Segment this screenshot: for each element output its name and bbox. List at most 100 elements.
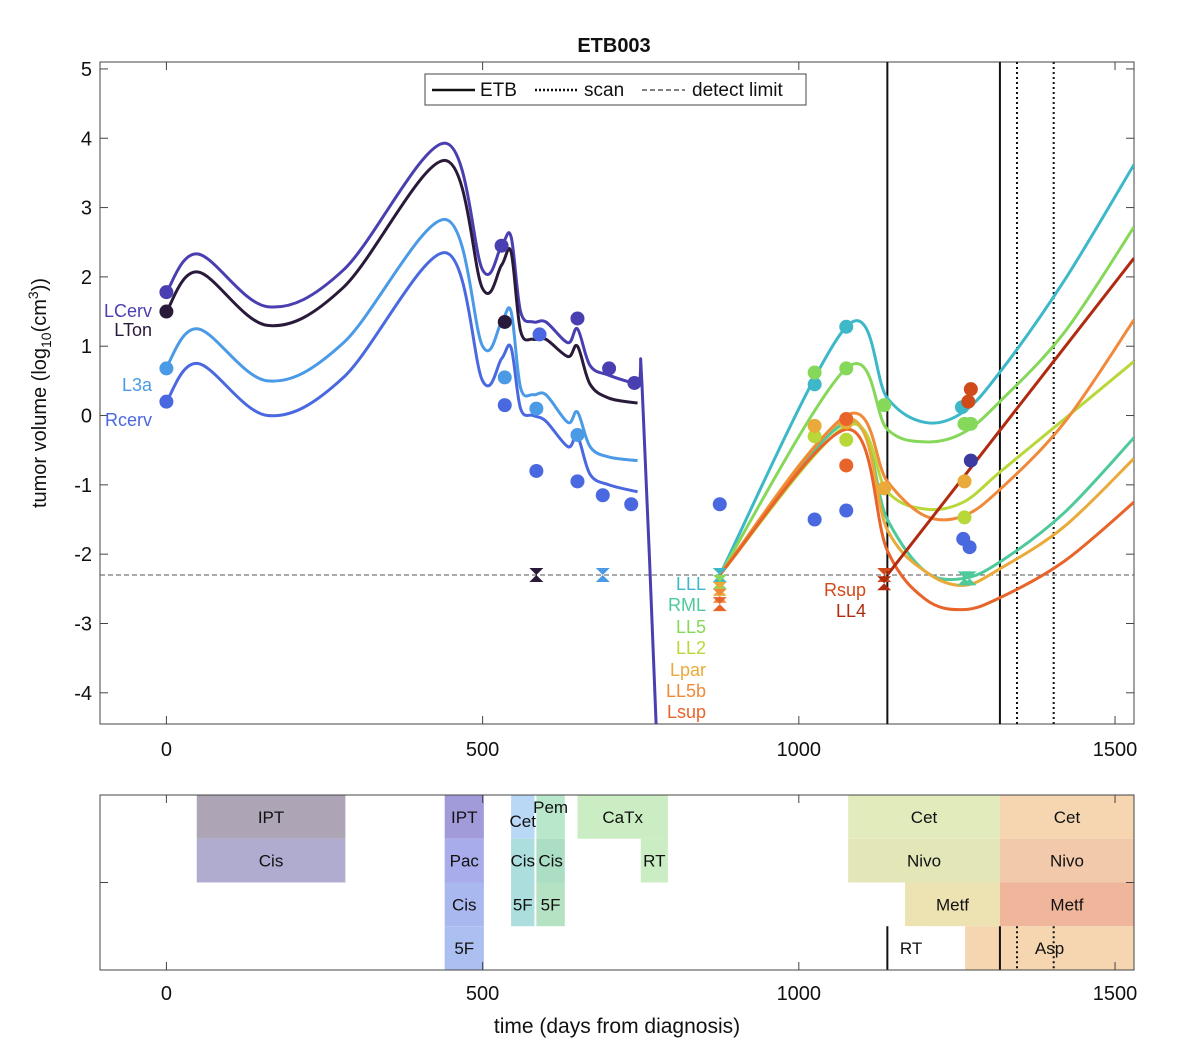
- treatment-label: Cis: [538, 852, 563, 871]
- x-tick-label: 0: [161, 739, 172, 761]
- data-point: [839, 319, 854, 334]
- data-point: [807, 377, 822, 392]
- treatment-label: Pac: [450, 852, 480, 871]
- censored-marker: [595, 567, 610, 582]
- treatment-label: Cet: [911, 808, 938, 827]
- series-label: RML: [668, 595, 706, 615]
- y-tick-label: 4: [81, 128, 92, 150]
- censored-marker: [712, 597, 727, 612]
- y-tick-label: -1: [74, 475, 92, 497]
- treatment-label: Metf: [1050, 895, 1083, 914]
- data-point: [839, 458, 854, 473]
- censored-marker: [529, 567, 544, 582]
- treatment-label: 5F: [454, 939, 474, 958]
- treatment-label: Cis: [259, 852, 284, 871]
- series-label: Lsup: [667, 702, 706, 722]
- series-label: LLL: [676, 574, 706, 594]
- y-tick-label: 1: [81, 336, 92, 358]
- data-point: [839, 361, 854, 376]
- treatment-bar: [999, 882, 1134, 927]
- x-tick-label: 1500: [1093, 739, 1138, 761]
- data-point: [961, 394, 976, 409]
- legend-etb-label: ETB: [480, 80, 517, 101]
- treatment-bar: [536, 795, 565, 839]
- series-label: LL2: [676, 638, 706, 658]
- chart-title: ETB003: [577, 35, 650, 57]
- data-point: [624, 497, 639, 512]
- data-point: [963, 453, 978, 468]
- data-point: [602, 361, 617, 376]
- treatment-label: Cet: [510, 812, 537, 831]
- data-point: [529, 401, 544, 416]
- treatment-label: CaTx: [602, 808, 643, 827]
- data-point: [497, 398, 512, 413]
- treatment-label: RT: [900, 939, 922, 958]
- series-line: [165, 158, 638, 405]
- treatment-label: Cis: [510, 852, 535, 871]
- series-label: Lpar: [670, 660, 706, 680]
- series-label: LL4: [836, 601, 866, 621]
- treatment-bar: [511, 795, 535, 839]
- treatment-label: Cet: [1054, 808, 1081, 827]
- data-point: [963, 416, 978, 431]
- legend: ETB scan detect limit: [424, 73, 807, 106]
- series-line: [718, 226, 1134, 576]
- data-point: [159, 394, 174, 409]
- gantt-plot: IPT Cis IPT Pac Cis 5F Cet Cis 5F Pem Cis 5F CaTx RT C…: [99, 794, 1138, 1005]
- data-point: [877, 481, 892, 496]
- legend-scan-label: scan: [584, 80, 624, 101]
- data-point: [839, 411, 854, 426]
- treatment-bar: [887, 926, 935, 970]
- gantt-x-tick-label: 500: [466, 983, 499, 1005]
- legend-detect-label: detect limit: [692, 80, 784, 101]
- data-point: [957, 474, 972, 489]
- y-tick-label: -3: [74, 613, 92, 635]
- gantt-x-tick-label: 0: [161, 983, 172, 1005]
- gantt-x-tick-label: 1500: [1093, 983, 1138, 1005]
- gantt-border: [99, 794, 1135, 971]
- treatment-bar: [999, 838, 1134, 883]
- series-label: LTon: [114, 320, 152, 340]
- data-point: [627, 375, 642, 390]
- treatment-label: Pem: [533, 798, 568, 817]
- data-point: [570, 427, 585, 442]
- y-tick-label: 5: [81, 59, 92, 81]
- treatment-bar: [848, 795, 1000, 839]
- gantt-x-tick-label: 1000: [777, 983, 822, 1005]
- series-label: Rcerv: [105, 410, 152, 430]
- data-point: [159, 285, 174, 300]
- treatment-label: Metf: [936, 895, 969, 914]
- treatment-bar: [640, 838, 668, 883]
- data-point: [807, 418, 822, 433]
- data-point: [159, 304, 174, 319]
- treatment-bar: [905, 882, 1000, 927]
- series-line: [165, 217, 638, 463]
- x-tick-label: 500: [466, 739, 499, 761]
- series-label: L3a: [122, 375, 153, 395]
- treatment-bar: [511, 882, 535, 927]
- series-label: LCerv: [104, 301, 152, 321]
- data-point: [807, 429, 822, 444]
- legend-box: [424, 73, 807, 106]
- data-point: [497, 370, 512, 385]
- treatment-bar: [444, 838, 484, 883]
- series-line: [886, 257, 1134, 576]
- treatment-bar: [965, 926, 1134, 970]
- data-point: [839, 503, 854, 518]
- censored-marker: [877, 576, 892, 591]
- y-tick-label: 0: [81, 406, 92, 428]
- x-axis-label: time (days from diagnosis): [494, 1015, 740, 1038]
- y-tick-label: 3: [81, 198, 92, 220]
- treatment-label: Cis: [452, 895, 477, 914]
- data-point: [570, 474, 585, 489]
- treatment-label: 5F: [541, 895, 561, 914]
- y-tick-label: -4: [74, 683, 92, 705]
- data-point: [497, 314, 512, 329]
- treatment-bar: [196, 838, 346, 883]
- data-point: [712, 497, 727, 512]
- x-tick-label: 1000: [777, 739, 822, 761]
- treatment-bar: [196, 795, 346, 839]
- treatment-bar: [536, 882, 565, 927]
- series-line: [718, 163, 1134, 576]
